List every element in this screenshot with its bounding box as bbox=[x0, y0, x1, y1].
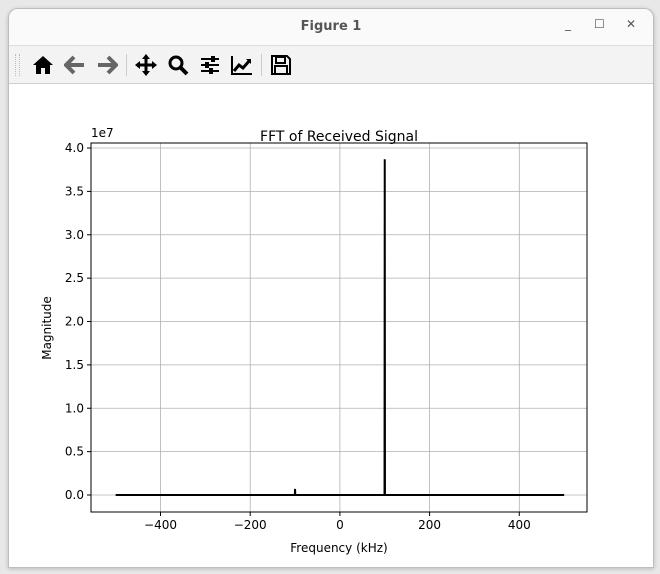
y-tick-label: 3.5 bbox=[65, 184, 84, 198]
y-tick-label: 3.0 bbox=[65, 228, 84, 242]
fft-chart[interactable]: FFT of Received Signal Frequency (kHz) M… bbox=[9, 83, 653, 567]
pan-move-icon bbox=[135, 53, 157, 76]
save-floppy-icon bbox=[271, 54, 291, 75]
configure-subplots-button[interactable] bbox=[197, 52, 223, 78]
save-button[interactable] bbox=[268, 52, 294, 78]
back-button[interactable] bbox=[62, 52, 88, 78]
back-arrow-icon bbox=[64, 55, 84, 74]
edit-axis-button[interactable] bbox=[229, 52, 255, 78]
forward-arrow-icon bbox=[98, 55, 118, 74]
x-tick-label: 200 bbox=[418, 518, 441, 532]
home-button[interactable] bbox=[30, 52, 56, 78]
x-tick-label: −200 bbox=[234, 518, 267, 532]
y-tick-label: 4.0 bbox=[65, 141, 84, 155]
window-title: Figure 1 bbox=[300, 19, 362, 34]
maximize-button[interactable]: ☐ bbox=[594, 17, 605, 31]
figure-window: Figure 1 _ ☐ ✕ FFT of Received Signal Fr… bbox=[8, 8, 654, 568]
toolbar-grip[interactable] bbox=[15, 53, 20, 76]
y-tick-label: 1.0 bbox=[65, 401, 84, 415]
home-icon bbox=[33, 55, 53, 74]
toolbar bbox=[9, 46, 653, 84]
chart-title: FFT of Received Signal bbox=[260, 129, 418, 145]
toolbar-separator bbox=[126, 53, 127, 76]
plot-frame bbox=[90, 142, 588, 513]
edit-axis-icon bbox=[231, 55, 252, 75]
y-tick-label: 2.0 bbox=[65, 315, 84, 329]
zoom-button[interactable] bbox=[165, 52, 191, 78]
close-button[interactable]: ✕ bbox=[626, 17, 637, 31]
y-axis-label: Magnitude bbox=[40, 296, 54, 360]
x-tick-label: 400 bbox=[508, 518, 531, 532]
pan-button[interactable] bbox=[133, 52, 159, 78]
x-axis-label: Frequency (kHz) bbox=[290, 541, 387, 555]
y-tick-label: 1.5 bbox=[65, 358, 84, 372]
toolbar-separator bbox=[261, 53, 262, 76]
configure-subplots-icon bbox=[201, 55, 219, 74]
forward-button[interactable] bbox=[94, 52, 120, 78]
zoom-magnifier-icon bbox=[168, 55, 189, 75]
x-tick-label: −400 bbox=[144, 518, 177, 532]
y-tick-label: 0.0 bbox=[65, 488, 84, 502]
y-tick-label: 2.5 bbox=[65, 271, 84, 285]
minimize-button[interactable]: _ bbox=[565, 17, 571, 31]
fft-magnitude-line bbox=[115, 159, 565, 496]
y-tick-label: 0.5 bbox=[65, 445, 84, 459]
title-bar[interactable]: Figure 1 _ ☐ ✕ bbox=[9, 9, 653, 46]
x-tick-label: 0 bbox=[336, 518, 344, 532]
y-offset-label: 1e7 bbox=[91, 126, 114, 140]
